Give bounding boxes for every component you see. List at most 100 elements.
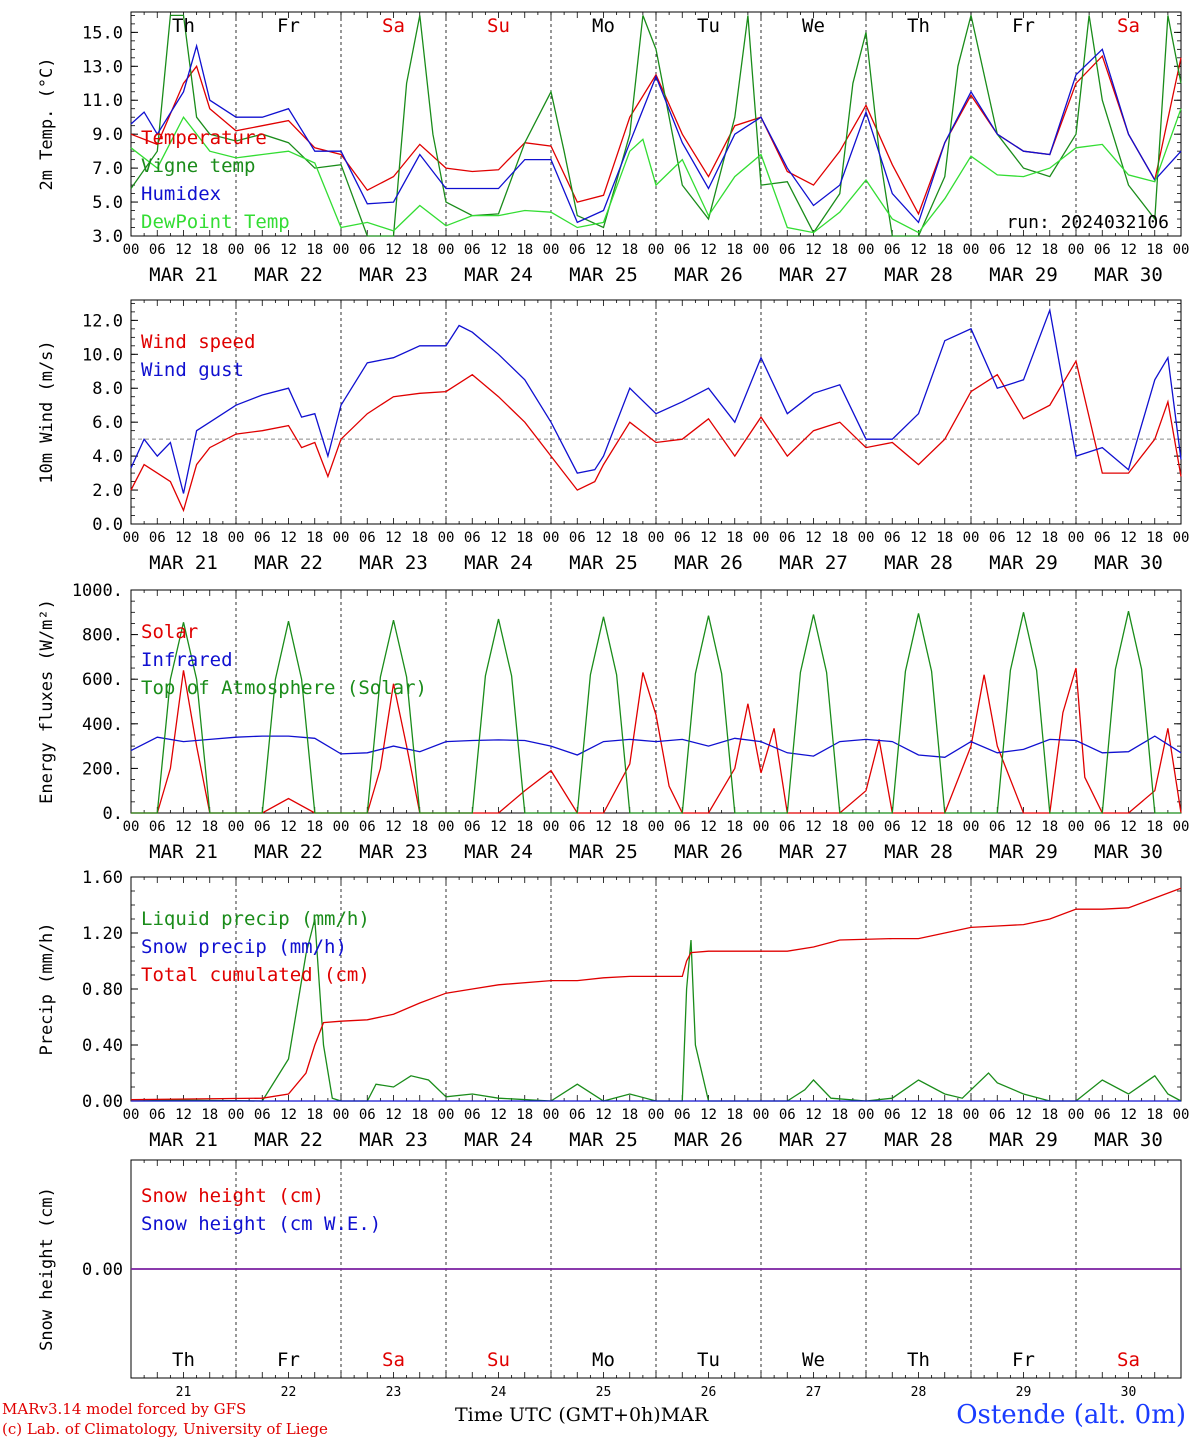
hour-tick-label: 18 xyxy=(621,530,638,546)
hour-tick-label: 18 xyxy=(936,819,953,835)
hour-tick-label: 06 xyxy=(779,819,796,835)
date-label: MAR 21 xyxy=(149,264,218,286)
series-line-top-of-atmosphere-solar- xyxy=(131,611,1181,814)
hour-tick-label: 12 xyxy=(1015,530,1032,546)
hour-tick-label: 00 xyxy=(438,819,455,835)
date-label: MAR 23 xyxy=(359,1129,428,1151)
hour-tick-label: 12 xyxy=(595,242,612,258)
legend-entry: Snow height (cm W.E.) xyxy=(141,1213,381,1235)
date-label: MAR 29 xyxy=(989,841,1058,863)
hour-tick-label: 00 xyxy=(543,1107,560,1123)
date-label: MAR 28 xyxy=(884,1129,953,1151)
y-tick-label: 400. xyxy=(82,715,123,735)
hour-tick-label: 12 xyxy=(175,1107,192,1123)
y-tick-label: 9.0 xyxy=(92,125,123,145)
date-label: MAR 22 xyxy=(254,1129,323,1151)
day-name: Th xyxy=(907,1349,930,1371)
lab-credit: (c) Lab. of Climatology, University of L… xyxy=(2,1420,328,1438)
hour-tick-label: 00 xyxy=(543,530,560,546)
date-label: MAR 25 xyxy=(569,841,638,863)
hour-tick-label: 00 xyxy=(228,242,245,258)
hour-tick-label: 12 xyxy=(910,1107,927,1123)
run-annotation: run: 2024032106 xyxy=(1006,212,1169,233)
hour-tick-label: 18 xyxy=(516,242,533,258)
date-label: MAR 23 xyxy=(359,552,428,574)
hour-tick-label: 18 xyxy=(201,819,218,835)
hour-tick-label: 12 xyxy=(490,242,507,258)
hour-tick-label: 00 xyxy=(1068,242,1085,258)
series-line-humidex xyxy=(130,43,1182,224)
hour-tick-label: 06 xyxy=(989,819,1006,835)
hour-tick-label: 00 xyxy=(333,530,350,546)
date-label: MAR 29 xyxy=(989,552,1058,574)
hour-tick-label: 12 xyxy=(175,530,192,546)
day-name: Tu xyxy=(697,1349,720,1371)
meteogram-chart: 3.0 5.0 7.0 9.0 11.0 13.0 15.0 2m Temp. (°C) Tem… xyxy=(37,11,1190,1400)
hour-tick-label: 00 xyxy=(1068,819,1085,835)
hour-tick-label: 18 xyxy=(831,530,848,546)
y-axis-title: Precip (mm/h) xyxy=(37,922,57,1055)
date-label: MAR 29 xyxy=(989,264,1058,286)
hour-tick-label: 12 xyxy=(385,1107,402,1123)
date-label: MAR 28 xyxy=(884,264,953,286)
hour-tick-label: 06 xyxy=(254,1107,271,1123)
hour-tick-label: 00 xyxy=(333,1107,350,1123)
hour-tick-label: 06 xyxy=(779,1107,796,1123)
hour-tick-label: 12 xyxy=(595,1107,612,1123)
hour-tick-label: 06 xyxy=(149,1107,166,1123)
date-label: MAR 21 xyxy=(149,552,218,574)
x-axis-title: Time UTC (GMT+0h) xyxy=(455,1404,661,1426)
date-label: MAR 22 xyxy=(254,841,323,863)
hour-tick-label: 18 xyxy=(726,819,743,835)
hour-tick-label: 12 xyxy=(700,242,717,258)
hour-tick-label: 06 xyxy=(884,1107,901,1123)
hour-tick-label: 00 xyxy=(228,530,245,546)
hour-tick-label: 00 xyxy=(1173,242,1190,258)
legend-entry: Vigne temp xyxy=(141,155,255,177)
y-tick-label: 1.20 xyxy=(82,924,123,944)
date-label: MAR 30 xyxy=(1094,1129,1163,1151)
y-tick-label: 800. xyxy=(82,626,123,646)
y-tick-label: 600. xyxy=(82,670,123,690)
day-name: Th xyxy=(907,15,930,37)
hour-tick-label: 00 xyxy=(438,530,455,546)
day-name: Sa xyxy=(1117,1349,1140,1371)
y-tick-label: 0.0 xyxy=(92,515,123,535)
hour-tick-label: 06 xyxy=(149,530,166,546)
day-number: 27 xyxy=(806,1385,822,1400)
hour-tick-label: 06 xyxy=(464,242,481,258)
hour-tick-label: 00 xyxy=(228,1107,245,1123)
day-name: Sa xyxy=(382,1349,405,1371)
hour-tick-label: 18 xyxy=(621,819,638,835)
day-number: 22 xyxy=(281,1385,297,1400)
hour-tick-label: 00 xyxy=(438,1107,455,1123)
hour-tick-label: 18 xyxy=(1146,242,1163,258)
hour-tick-label: 12 xyxy=(280,1107,297,1123)
hour-tick-label: 06 xyxy=(464,819,481,835)
date-label: MAR 27 xyxy=(779,552,848,574)
y-tick-label: 6.0 xyxy=(92,413,123,433)
hour-tick-label: 06 xyxy=(1094,819,1111,835)
day-name: Sa xyxy=(382,15,405,37)
y-tick-label: 200. xyxy=(82,759,123,779)
hour-tick-label: 00 xyxy=(648,530,665,546)
series-line-dewpoint-temp xyxy=(130,108,1182,234)
day-name: We xyxy=(802,15,825,37)
legend-entry: Total cumulated (cm) xyxy=(141,964,370,986)
day-number: 24 xyxy=(491,1385,507,1400)
hour-tick-label: 18 xyxy=(726,1107,743,1123)
hour-tick-label: 00 xyxy=(438,242,455,258)
x-axis-label: Time UTC (GMT+0h)MAR xyxy=(455,1404,708,1426)
date-label: MAR 24 xyxy=(464,1129,533,1151)
hour-tick-label: 00 xyxy=(123,530,140,546)
hour-tick-label: 06 xyxy=(359,1107,376,1123)
hour-tick-label: 06 xyxy=(254,819,271,835)
hour-tick-label: 18 xyxy=(411,1107,428,1123)
day-name: Su xyxy=(487,15,510,37)
legend-entry: Wind gust xyxy=(141,359,244,381)
hour-tick-label: 00 xyxy=(123,242,140,258)
hour-tick-label: 12 xyxy=(700,1107,717,1123)
hour-tick-label: 12 xyxy=(490,819,507,835)
hour-tick-label: 18 xyxy=(726,242,743,258)
hour-tick-label: 00 xyxy=(963,530,980,546)
